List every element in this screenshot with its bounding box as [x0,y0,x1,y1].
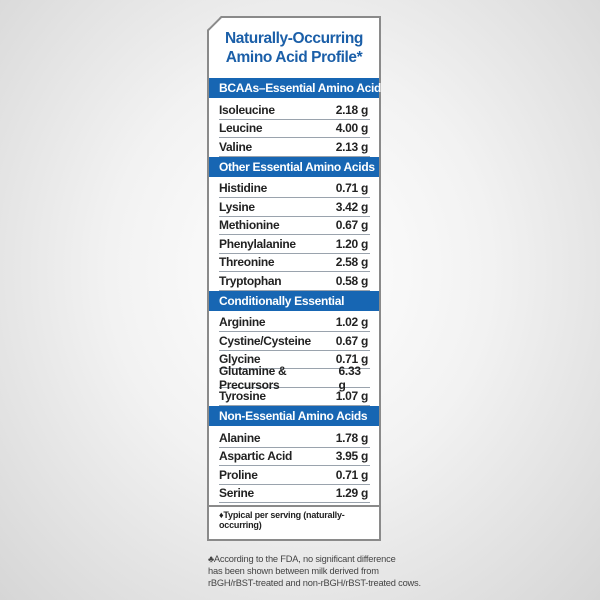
amino-acid-name: Leucine [219,121,263,136]
table-row: Glutamine & Precursors 6.33 g [219,364,370,392]
amino-acid-name: Glutamine & Precursors [219,363,287,392]
fda-note: ♣According to the FDA, no significant di… [208,553,421,589]
amino-acid-name: Isoleucine [219,102,275,117]
footnote: ♦Typical per serving (naturally-occurrin… [209,505,379,533]
table-row: Serine 1.29 g [219,485,370,503]
amino-acid-value: 1.02 g [335,315,369,330]
amino-acid-name: Cystine/Cysteine [219,333,311,348]
table-row: Threonine 2.58 g [219,254,370,272]
amino-acid-name: Glycine [219,352,261,367]
amino-acid-name: Aspartic Acid [219,449,293,464]
note-line: ♣According to the FDA, no significant di… [208,554,396,564]
amino-acid-name: Arginine [219,315,266,330]
section-header: Conditionally Essential [209,290,379,311]
section-header: BCAAs–Essential Amino Acids [209,78,381,98]
table-row: Glycine 0.71 g [219,351,370,369]
table-row: Tryptophan 0.58 g [219,272,370,291]
amino-acid-name: Phenylalanine [219,236,296,251]
amino-acid-value: 6.33 g [338,363,361,392]
amino-acid-value: 2.58 g [335,255,369,270]
section: Other Essential Amino Acids Histidine 0.71… [209,156,379,291]
table-row: Lysine 3.42 g [219,198,370,217]
table-row: Methionine 0.67 g [219,217,370,235]
title-line: Amino Acid Profile* [225,49,363,66]
table-row: Aspartic Acid 3.95 g [219,448,370,466]
title-line: Naturally-Occurring [225,30,363,47]
amino-acid-name: Tyrosine [219,389,266,404]
amino-acid-value: 0.71 g [335,352,369,367]
table-row: Leucine 4.00 g [219,120,370,138]
section-header: Other Essential Amino Acids [209,156,379,177]
section-header: Non-Essential Amino Acids [209,406,379,426]
table-row: Histidine 0.71 g [219,180,370,198]
amino-acid-name: Valine [219,139,252,154]
amino-acid-value: 0.58 g [335,273,369,288]
note-line: has been shown between milk derived from [208,566,379,576]
table-row: Alanine 1.78 g [219,429,370,448]
table-row: Isoleucine 2.18 g [219,101,370,120]
amino-acid-value: 1.20 g [335,236,369,251]
panel-title: Naturally-Occurring Amino Acid Profile* [209,18,379,78]
note-line: rBGH/rBST-treated and non-rBGH/rBST-trea… [208,578,421,588]
amino-acid-value: 0.71 g [335,181,369,196]
amino-acid-name: Serine [219,486,254,501]
amino-acid-name: Tryptophan [219,273,282,288]
section: Conditionally Essential Arginine 1.02 g Cys… [209,290,379,406]
table-row: Arginine 1.02 g [219,314,370,332]
amino-acid-value: 0.71 g [335,467,369,482]
amino-acid-value: 1.07 g [335,389,369,404]
section: BCAAs–Essential Amino Acids Isoleucine 2.1… [209,78,381,157]
table-row: Valine 2.13 g [219,138,370,157]
amino-acid-value: 1.29 g [335,486,369,501]
amino-acid-value: 2.13 g [335,139,369,154]
table-row: Proline 0.71 g [219,466,370,485]
table-row: Tyrosine 1.07 g [219,388,370,406]
amino-acid-value: 2.18 g [335,102,369,117]
amino-acid-value: 1.78 g [335,430,369,445]
amino-acid-name: Histidine [219,181,267,196]
amino-acid-value: 0.67 g [335,333,369,348]
section: Non-Essential Amino Acids Alanine 1.78 g As… [209,406,379,503]
table-row: Phenylalanine 1.20 g [219,235,370,254]
table-row: Cystine/Cysteine 0.67 g [219,332,370,351]
amino-acid-name: Lysine [219,199,255,214]
amino-acid-value: 3.42 g [335,199,369,214]
amino-acid-value: 3.95 g [335,449,369,464]
amino-acid-name: Alanine [219,430,261,445]
amino-acid-name: Methionine [219,218,280,233]
amino-acid-value: 4.00 g [335,121,369,136]
amino-acid-panel: Naturally-Occurring Amino Acid Profile* … [207,16,381,541]
amino-acid-name: Proline [219,467,258,482]
amino-acid-name: Threonine [219,255,275,270]
amino-acid-value: 0.67 g [335,218,369,233]
